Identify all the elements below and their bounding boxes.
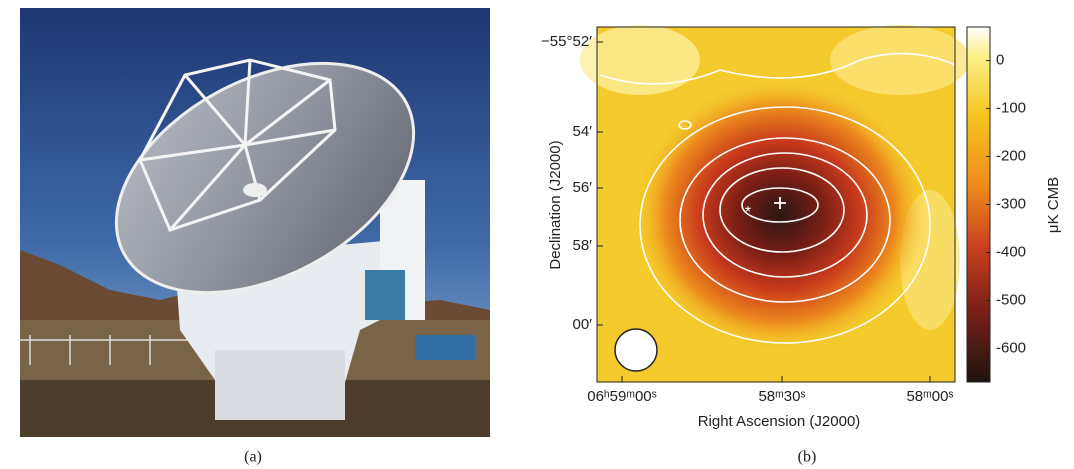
y-axis-label: Declination (J2000) — [547, 140, 564, 269]
y-tick-label: −55°52′ — [541, 33, 592, 50]
x-axis-label: Right Ascension (J2000) — [698, 413, 861, 430]
photo — [20, 8, 490, 437]
y-tick-label: 56′ — [573, 179, 593, 196]
panel-label: (a) — [244, 449, 262, 466]
y-tick-label: 54′ — [573, 123, 593, 140]
colorbar-tick-label: -500 — [996, 291, 1026, 308]
figure: (a) * −55°52′ 54′ 56′ 58′ 00′ 06ʰ59ᵐ00ˢ 58ᵐ30ˢ… — [0, 0, 1074, 469]
colorbar-tick-label: -400 — [996, 243, 1026, 260]
colorbar-tick-label: 0 — [996, 52, 1004, 69]
x-tick-label: 58ᵐ00ˢ — [906, 388, 953, 405]
y-tick-label: 58′ — [573, 237, 593, 254]
colorbar-label: μK CMB — [1045, 177, 1062, 233]
colorbar-tick-label: -200 — [996, 147, 1026, 164]
star-marker: * — [745, 204, 751, 221]
y-tick-label: 00′ — [573, 316, 593, 333]
panel-label: (b) — [798, 449, 817, 466]
colorbar-tick-label: -600 — [996, 339, 1026, 356]
x-tick-label: 06ʰ59ᵐ00ˢ — [587, 388, 657, 405]
sz-map: * — [580, 25, 970, 382]
colorbar-tick-label: -100 — [996, 100, 1026, 117]
x-tick-label: 58ᵐ30ˢ — [758, 388, 805, 405]
colorbar-tick-label: -300 — [996, 195, 1026, 212]
